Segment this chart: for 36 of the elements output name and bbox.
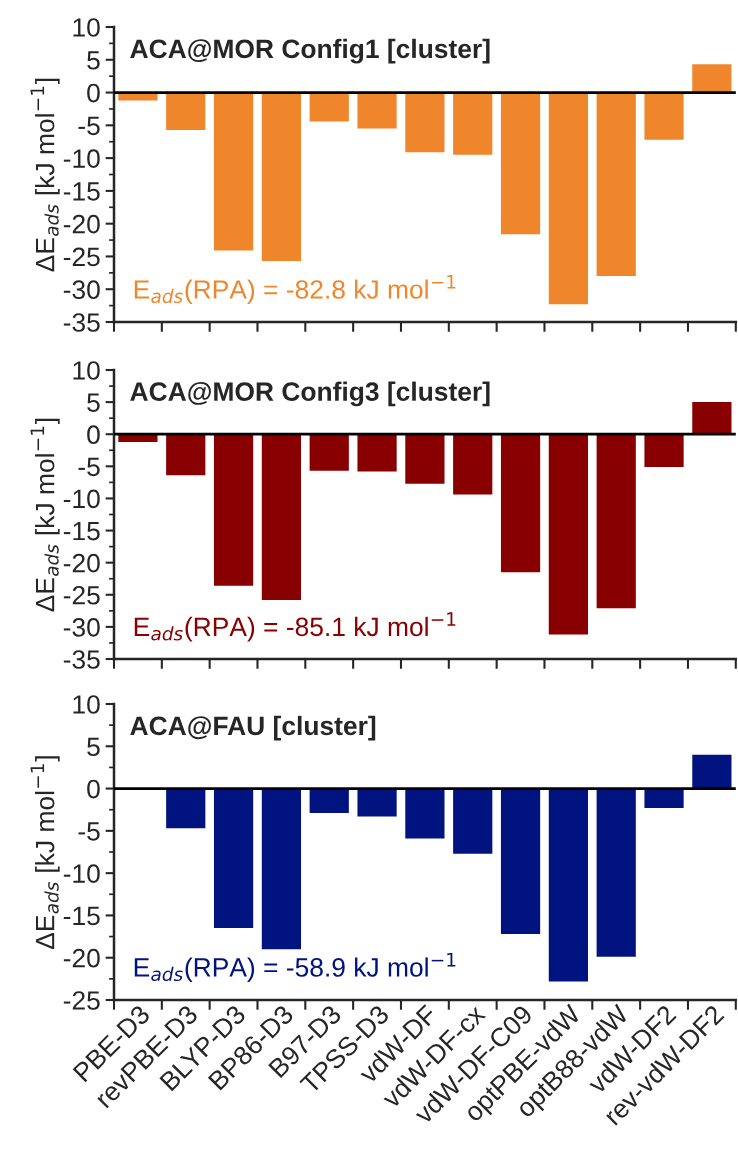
y-tick-label: 0 [87,779,100,799]
y-tick-label: 5 [87,51,100,70]
annotation: E$_{ads}$(RPA) = -58.9 kJ mol$^{−1}$ [134,952,456,982]
y-tick-label: -35 [63,650,100,669]
y-tick-label: 10 [73,18,100,37]
y-tick-label: -20 [63,553,100,573]
y-tick-label: -5 [78,116,100,136]
annotation: E$_{ads}$(RPA) = -85.1 kJ mol$^{−1}$ [134,612,456,642]
annotation: E$_{ads}$(RPA) = -82.8 kJ mol$^{−1}$ [134,275,456,305]
y-tick-label: -15 [63,182,100,201]
y-tick-label: -25 [63,585,100,605]
y-tick-label: -30 [63,280,100,300]
y-tick-label: 5 [87,393,100,412]
y-tick-label: 10 [73,361,100,380]
y-axis-title: ΔE$_{ads}$ [kJ mol$^{−1}$] [30,418,60,612]
y-axis-title: ΔE$_{ads}$ [kJ mol$^{−1}$] [30,756,60,949]
y-tick-label: -10 [63,489,100,509]
y-tick-label: -10 [63,864,100,883]
y-tick-label: -10 [63,149,100,168]
y-tick-label: 0 [87,425,100,445]
y-tick-label: -20 [63,214,100,234]
chart-title: ACA@MOR Config3 [cluster] [130,381,490,407]
chart-title: ACA@MOR Config1 [cluster] [130,38,490,64]
y-tick-label: -5 [78,457,100,477]
y-axis-title: ΔE$_{ads}$ [kJ mol$^{−1}$] [30,78,60,272]
y-tick-label: -5 [78,822,100,841]
y-tick-label: -20 [63,948,100,968]
y-tick-label: -15 [63,906,100,926]
y-tick-label: -35 [63,313,100,332]
y-tick-label: -25 [63,247,100,267]
y-tick-label: 0 [87,83,100,103]
y-tick-label: -15 [63,521,100,541]
y-tick-label: 5 [87,737,100,757]
y-tick-label: -30 [63,618,100,637]
chart-title: ACA@FAU [cluster] [130,715,376,741]
y-tick-label: 10 [73,695,100,714]
